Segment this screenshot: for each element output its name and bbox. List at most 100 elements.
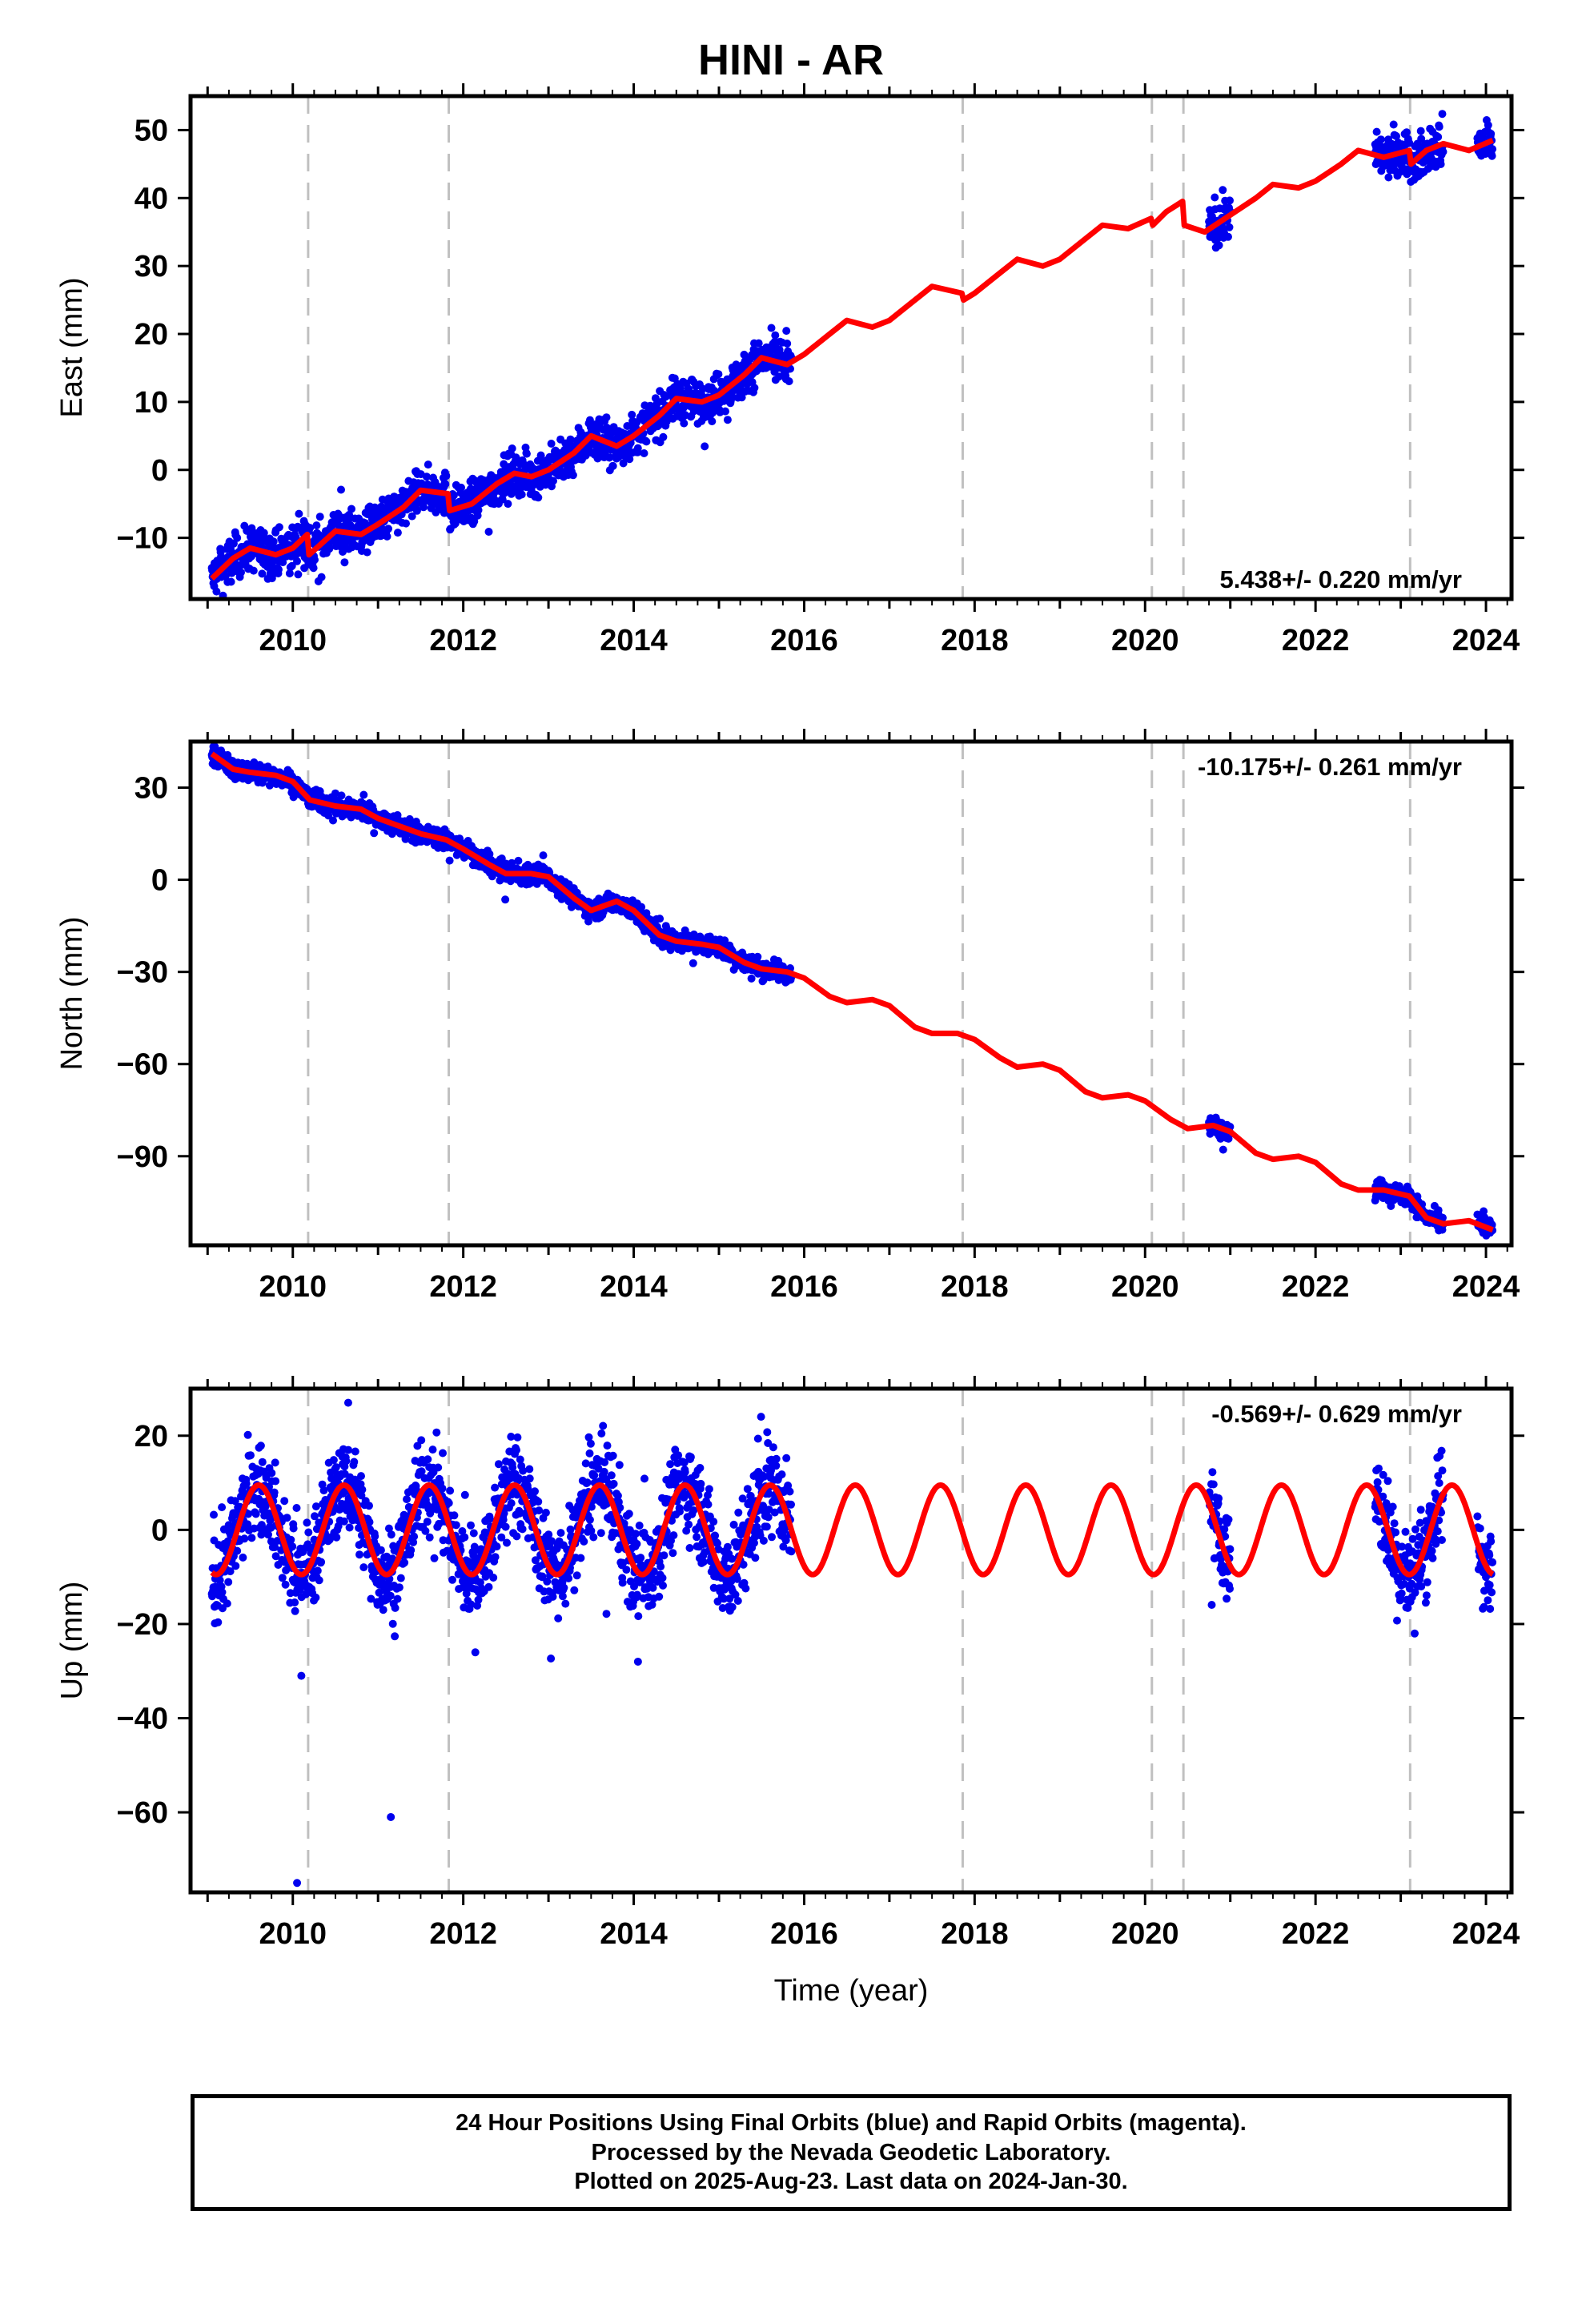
observation-point — [311, 1593, 320, 1602]
observation-point — [535, 1506, 544, 1515]
observation-point — [417, 1467, 426, 1476]
observation-point — [714, 370, 723, 379]
observation-point — [597, 1429, 606, 1437]
observation-point — [1226, 196, 1234, 205]
observation-point — [782, 327, 791, 336]
observation-point — [701, 442, 709, 451]
observation-point — [602, 413, 611, 422]
x-tick-label: 2022 — [1282, 1270, 1350, 1304]
observation-point — [448, 1575, 456, 1584]
observation-point — [388, 1619, 397, 1628]
observation-point — [1487, 130, 1496, 138]
gps-timeseries-chart: 2010 2012 2014 2016 2018 2020 2022 2024−1001020… — [55, 83, 1524, 2008]
observation-point — [386, 1591, 395, 1600]
observation-point — [491, 1553, 500, 1562]
observation-point — [432, 1428, 441, 1437]
observation-point — [400, 1558, 409, 1567]
observation-point — [271, 1458, 279, 1467]
observation-points — [207, 1398, 1497, 1888]
observation-point — [247, 1534, 256, 1542]
observation-point — [491, 1483, 500, 1492]
observation-point — [300, 564, 309, 573]
observation-point — [214, 1618, 223, 1626]
observation-point — [549, 476, 557, 485]
observation-point — [484, 528, 493, 536]
observation-point — [492, 1542, 501, 1551]
observation-point — [541, 1508, 550, 1517]
observation-point — [342, 1457, 351, 1466]
observation-point — [223, 1599, 231, 1608]
observation-point — [615, 1461, 624, 1470]
observation-point — [249, 566, 258, 575]
observation-point — [408, 512, 416, 521]
observation-point — [625, 455, 634, 464]
observation-point — [291, 1598, 299, 1606]
observation-point — [269, 537, 278, 546]
observation-point — [623, 422, 632, 430]
observation-point — [513, 1433, 522, 1441]
observation-point — [420, 503, 428, 512]
observation-point — [1417, 135, 1426, 143]
observation-point — [258, 1458, 267, 1466]
observation-point — [407, 1546, 416, 1554]
velocity-annotation: -10.175+/- 0.261 mm/yr — [1198, 753, 1462, 781]
observation-point — [315, 1576, 323, 1585]
observation-point — [1484, 121, 1492, 130]
observation-point — [596, 1529, 605, 1538]
observation-point — [689, 959, 697, 967]
observation-point — [1372, 127, 1381, 136]
observation-point — [783, 340, 792, 348]
observation-point — [325, 545, 334, 553]
y-tick-label: 30 — [135, 250, 168, 283]
observation-point — [281, 1580, 290, 1589]
x-tick-label: 2020 — [1111, 1270, 1179, 1304]
observation-point — [434, 1463, 443, 1472]
observation-point — [288, 1542, 297, 1551]
observation-point — [525, 1465, 534, 1474]
observation-point — [568, 471, 577, 480]
observation-point — [1219, 1145, 1227, 1154]
observation-point — [512, 1445, 520, 1454]
observation-point — [1438, 110, 1447, 119]
observation-point — [737, 393, 746, 402]
observation-point — [210, 1510, 218, 1519]
observation-point — [227, 577, 235, 586]
observation-point — [628, 410, 636, 419]
observation-point — [1225, 223, 1234, 231]
observation-point — [501, 895, 510, 904]
observation-point — [467, 1521, 475, 1530]
observation-point — [396, 1574, 405, 1582]
observation-point — [1215, 241, 1223, 250]
y-tick-label: 30 — [135, 772, 168, 806]
observation-point — [460, 1533, 469, 1542]
observation-point — [410, 1532, 419, 1541]
observation-point — [393, 1594, 402, 1603]
observation-point — [351, 1447, 359, 1456]
observation-point — [1224, 232, 1232, 241]
observation-point — [747, 974, 756, 983]
observation-point — [1376, 135, 1385, 144]
x-tick-label: 2010 — [259, 624, 327, 657]
y-tick-label: −10 — [117, 522, 168, 556]
observation-point — [379, 1606, 387, 1614]
observation-point — [275, 523, 283, 532]
observation-point — [376, 1546, 385, 1554]
y-tick-label: −60 — [117, 1048, 168, 1082]
observation-point — [548, 1592, 557, 1601]
observation-point — [1211, 193, 1219, 202]
observation-point — [1488, 145, 1497, 154]
observation-point — [450, 1511, 459, 1520]
observation-point — [471, 1648, 480, 1657]
observation-point — [357, 1472, 365, 1481]
observation-point — [285, 569, 294, 577]
observation-point — [508, 444, 516, 452]
observation-point — [771, 331, 780, 340]
observation-point — [767, 324, 776, 332]
observation-point — [395, 1583, 404, 1592]
observation-point — [280, 1497, 289, 1506]
observation-point — [566, 435, 575, 444]
observation-point — [586, 1439, 595, 1448]
observation-point — [239, 1553, 247, 1562]
observation-point — [233, 533, 242, 542]
observation-point — [359, 790, 368, 799]
